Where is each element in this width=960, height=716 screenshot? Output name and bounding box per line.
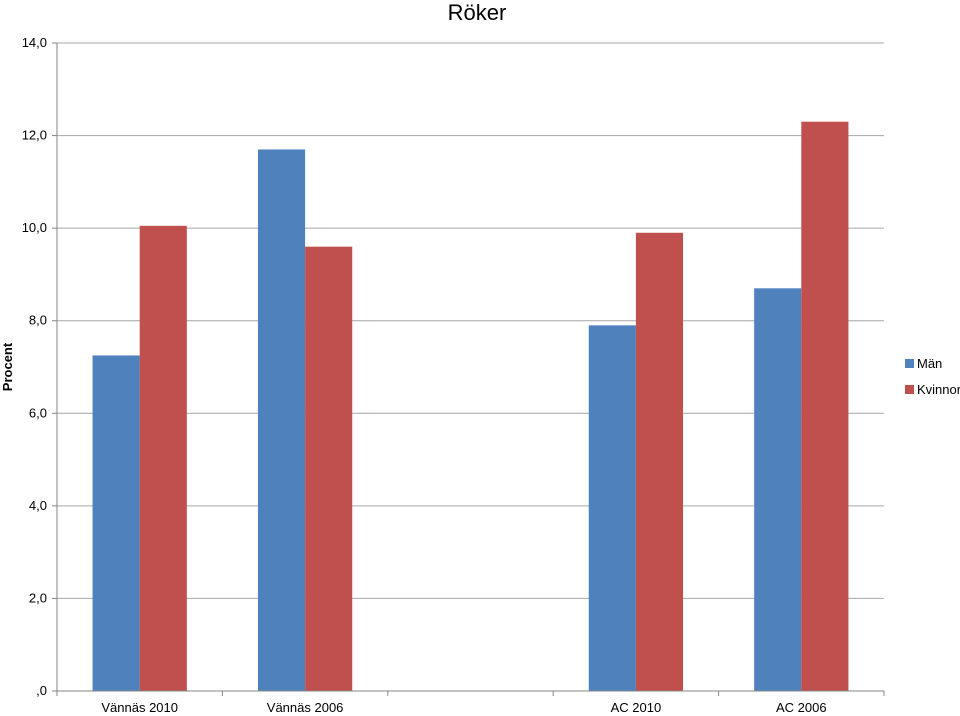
bar [588,325,636,691]
bar [754,288,802,691]
y-tick-label: 6,0 [29,405,47,420]
x-tick-labels: Vännäs 2010 Vännäs 2006 AC 2010 AC 2006 [101,700,826,715]
bars [92,121,849,692]
legend: Män Kvinnor [905,356,960,397]
axes [52,42,885,696]
y-tick-label: 10,0 [22,220,47,235]
y-tick-label: ,0 [36,683,47,698]
x-tick-label: AC 2010 [611,700,662,715]
x-tick-label: Vännäs 2010 [101,700,178,715]
legend-swatch [905,385,914,394]
bar [139,225,187,692]
legend-label: Kvinnor [917,382,960,397]
y-tick-label: 4,0 [29,498,47,513]
y-tick-label: 14,0 [22,35,47,50]
x-tick-label: AC 2006 [776,700,827,715]
gridlines [57,42,884,599]
y-tick-labels: ,0 2,0 4,0 6,0 8,0 10,0 12,0 14,0 [22,35,47,698]
y-tick-label: 12,0 [22,128,47,143]
chart-title: Röker [448,0,507,25]
legend-swatch [905,359,914,368]
y-tick-label: 8,0 [29,313,47,328]
bar [801,121,849,691]
y-axis-label: Procent [0,342,15,391]
bar [257,149,306,691]
bar [305,246,353,691]
y-tick-label: 2,0 [29,590,47,605]
legend-label: Män [917,356,942,371]
x-tick-label: Vännäs 2006 [267,700,344,715]
bar [635,232,684,691]
bar [92,355,140,691]
